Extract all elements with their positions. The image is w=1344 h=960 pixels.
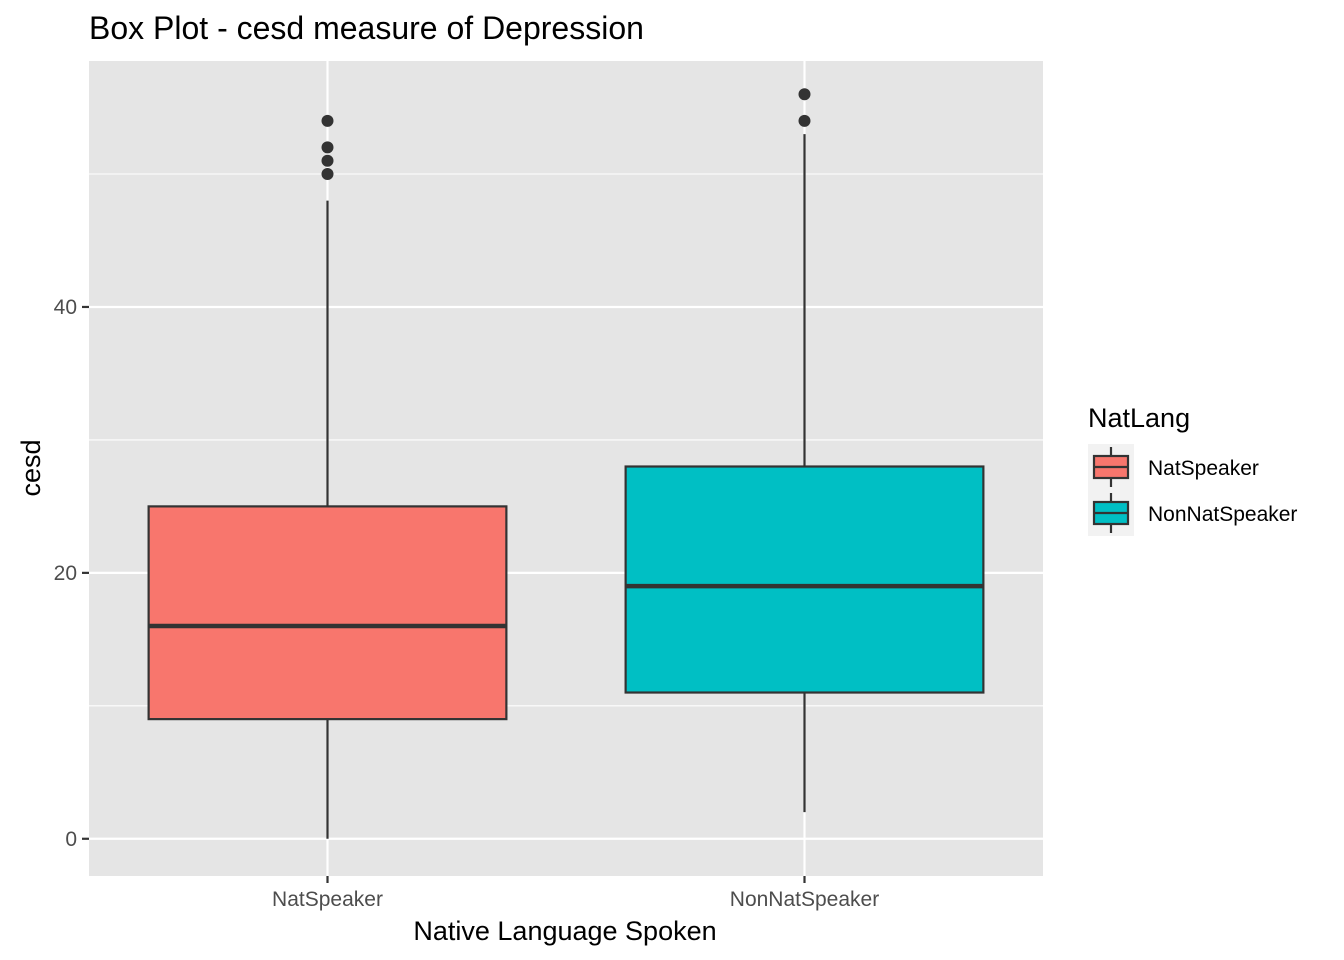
y-axis-title: cesd [16,439,46,496]
y-tick-label: 0 [65,828,77,851]
legend-item-NatSpeaker: NatSpeaker [1092,447,1259,487]
x-axis: NatSpeaker NonNatSpeaker [272,876,879,911]
outlier-point [798,114,811,127]
legend-title: NatLang [1088,403,1190,433]
box-NonNatSpeaker [624,88,985,813]
y-tick-label: 40 [54,296,77,319]
chart-title: Box Plot - cesd measure of Depression [89,10,644,46]
outlier-point [321,154,334,167]
box-NatSpeaker [147,114,508,839]
x-tick-label: NatSpeaker [272,888,383,911]
outlier-point [321,141,334,154]
plot-panel [89,61,1043,876]
legend-item-NonNatSpeaker: NonNatSpeaker [1092,493,1297,533]
box-iqr [147,505,508,721]
x-axis-title: Native Language Spoken [413,916,716,946]
outlier-point [798,88,811,101]
y-tick-label: 20 [54,562,77,585]
y-axis: 0 20 40 [54,296,89,851]
x-tick-label: NonNatSpeaker [730,888,879,911]
legend-label: NonNatSpeaker [1148,503,1297,526]
outlier-point [321,114,334,127]
boxes [147,88,985,839]
outlier-point [321,168,334,181]
box-iqr [624,465,985,694]
legend: NatLang NatSpeaker NonNatSpeaker [1088,403,1297,536]
legend-label: NatSpeaker [1148,457,1259,480]
